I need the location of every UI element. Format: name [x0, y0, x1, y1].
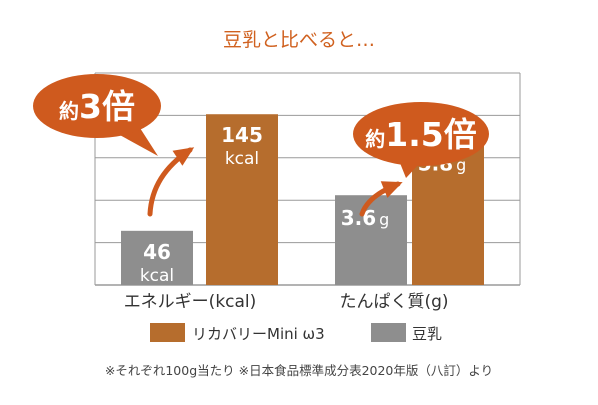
bar — [206, 114, 278, 285]
arrows — [147, 147, 403, 217]
callout-text: 約3倍 — [59, 87, 135, 126]
legend: リカバリーMini ω3 豆乳 — [150, 323, 442, 343]
legend-label-tonyu: 豆乳 — [412, 325, 442, 343]
legend-swatch-tonyu — [371, 323, 406, 342]
arrowhead — [172, 147, 195, 166]
arrowhead — [380, 181, 403, 198]
data-label: 145 — [221, 123, 263, 147]
chart-title: 豆乳と比べると… — [223, 29, 375, 51]
data-label-unit: kcal — [225, 149, 259, 169]
legend-label-rikabari: リカバリーMini ω3 — [192, 325, 325, 343]
legend-swatch-rikabari — [150, 323, 185, 342]
category-label-energy: エネルギー(kcal) — [124, 292, 257, 312]
callout-text: 約1.5倍 — [365, 115, 476, 154]
category-label-protein: たんぱく質(g) — [339, 292, 448, 312]
data-label: 46 — [143, 240, 171, 264]
data-label-unit: kcal — [140, 266, 174, 286]
callout-bubble: 約3倍 — [33, 74, 161, 156]
bar — [335, 195, 407, 285]
callout-bubble: 約1.5倍 — [353, 102, 489, 178]
footnote: ※それぞれ100g当たり ※日本食品標準成分表2020年版（八訂）より — [105, 363, 493, 378]
bar — [121, 230, 193, 285]
